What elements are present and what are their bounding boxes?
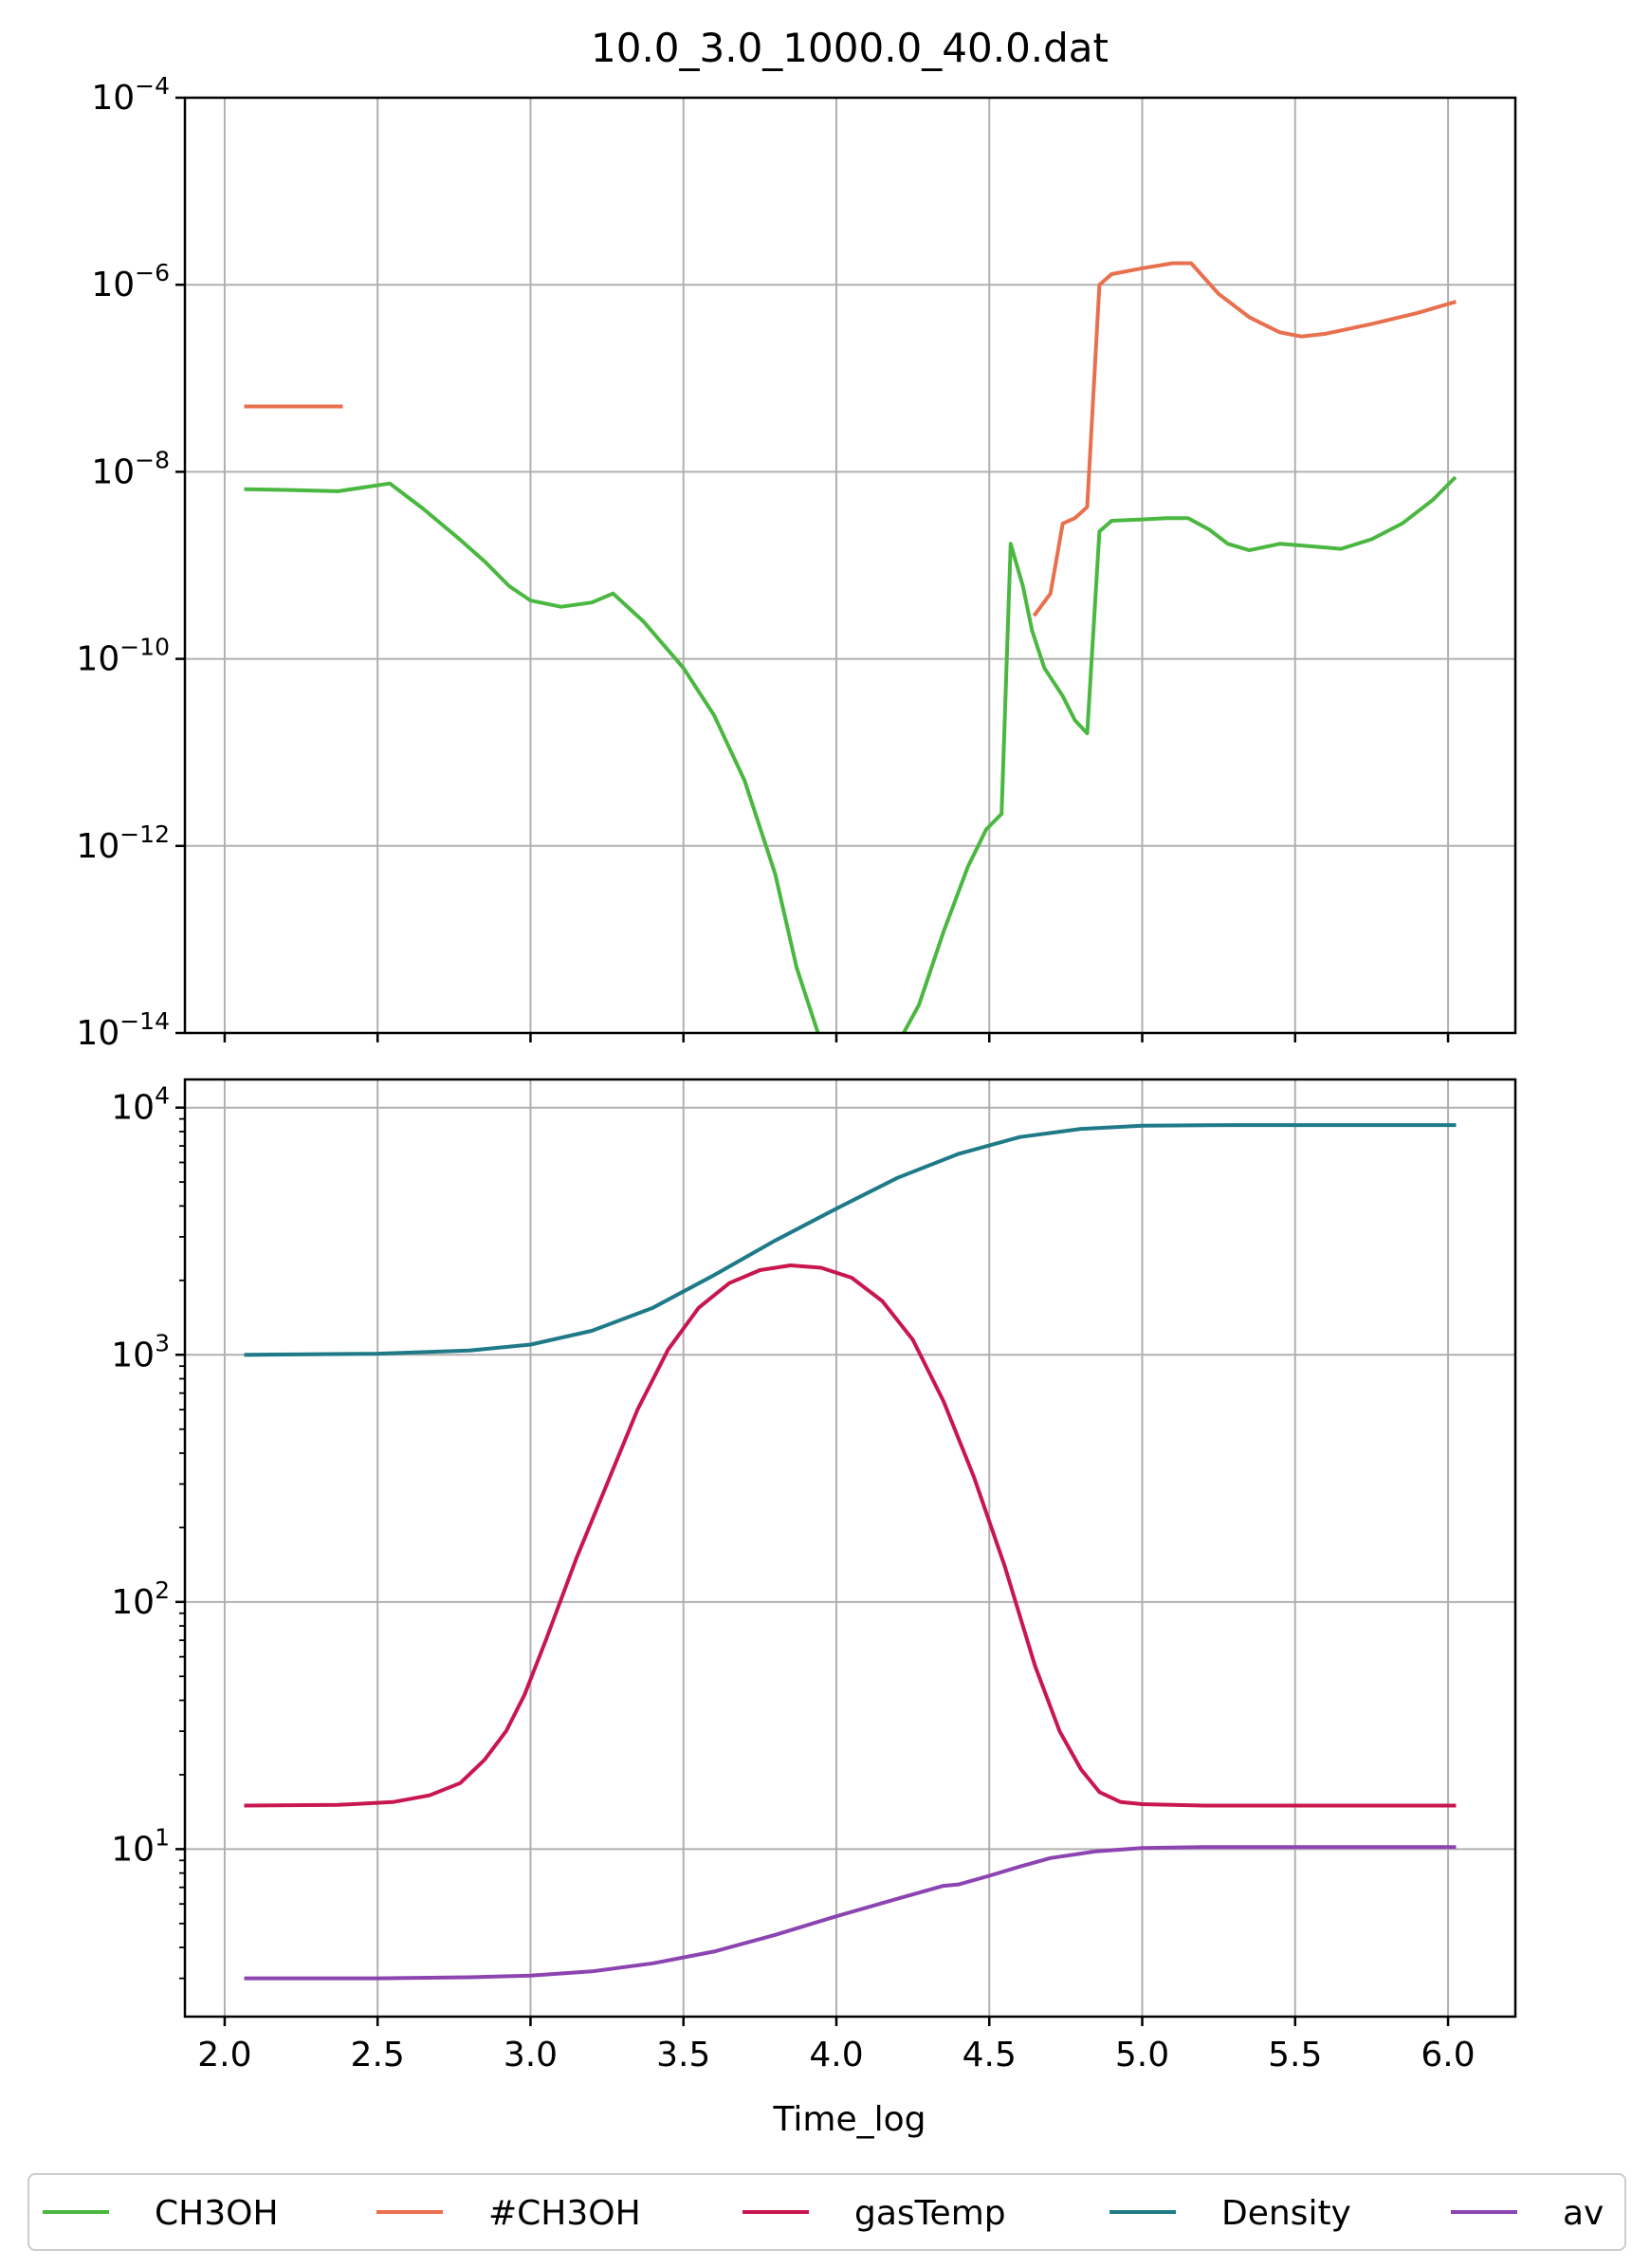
x-axis-label: Time_log	[773, 2100, 926, 2139]
y-tick-base: 10	[76, 640, 119, 679]
x-tick-label: 4.0	[809, 2036, 863, 2074]
chart-title: 10.0_3.0_1000.0_40.0.dat	[591, 25, 1109, 71]
y-tick-exponent: −4	[135, 72, 170, 100]
legend-item: #CH3OH	[376, 2194, 641, 2233]
x-tick-label: 3.5	[656, 2036, 710, 2074]
series-line-ch3oh	[244, 481, 820, 1033]
y-tick-base: 10	[91, 452, 135, 491]
y-tick-exponent: −8	[135, 446, 170, 473]
bottom-panel-frame	[183, 1078, 1517, 2019]
legend-label: gasTemp	[854, 2194, 1006, 2233]
y-tick-label: 10−8	[91, 446, 170, 491]
legend-item: CH3OH	[43, 2194, 279, 2233]
legend-label: av	[1563, 2194, 1604, 2233]
legend: CH3OH #CH3OH gasTemp Density av	[28, 2173, 1626, 2251]
y-tick-base: 10	[111, 1089, 155, 1128]
x-tick-label: 5.0	[1115, 2036, 1169, 2074]
y-tick-label: 101	[111, 1823, 170, 1869]
legend-label: CH3OH	[155, 2194, 279, 2233]
y-tick-label: 103	[111, 1329, 170, 1374]
series-line-av	[244, 1845, 1457, 1981]
y-tick-exponent: 4	[155, 1082, 170, 1110]
top-panel-series	[244, 261, 1458, 1033]
y-tick-label: 102	[111, 1577, 170, 1622]
y-tick-base: 10	[111, 1830, 155, 1869]
series-line-density	[244, 1123, 1457, 1357]
x-tick-label: 4.5	[962, 2036, 1017, 2074]
y-tick-label: 10−12	[76, 821, 170, 866]
y-tick-exponent: 3	[155, 1329, 170, 1356]
bottom-panel-series	[244, 1123, 1457, 1981]
series-line-ch3oh	[901, 475, 1458, 1033]
top-panel-grid	[185, 97, 1515, 1034]
x-tick-label: 2.0	[197, 2036, 251, 2074]
legend-item: Density	[1109, 2194, 1351, 2233]
y-tick-exponent: −10	[119, 634, 170, 661]
top-panel-frame	[183, 96, 1517, 1035]
y-tick-base: 10	[111, 1336, 155, 1374]
x-tick-label: 5.5	[1268, 2036, 1322, 2074]
legend-frame	[28, 2173, 1626, 2251]
y-tick-exponent: 1	[155, 1823, 170, 1851]
x-tick-label: 3.0	[504, 2036, 558, 2074]
y-tick-exponent: −14	[119, 1007, 170, 1035]
y-tick-exponent: −6	[135, 259, 170, 286]
series-line-gastemp	[244, 1263, 1457, 1808]
y-tick-base: 10	[76, 1014, 119, 1053]
bottom-panel-grid	[185, 1079, 1515, 2017]
legend-items: CH3OH #CH3OH gasTemp Density av	[43, 2194, 1604, 2233]
y-tick-base: 10	[76, 827, 119, 866]
legend-label: #CH3OH	[488, 2194, 641, 2233]
x-tick-label: 2.5	[351, 2036, 405, 2074]
legend-item: gasTemp	[742, 2194, 1006, 2233]
y-tick-base: 10	[111, 1583, 155, 1622]
legend-item: av	[1451, 2194, 1604, 2233]
y-tick-exponent: 2	[155, 1577, 170, 1604]
y-tick-label: 10−6	[91, 259, 170, 304]
series-line-ice-ch3oh	[1032, 261, 1457, 618]
y-tick-base: 10	[91, 266, 135, 304]
y-tick-base: 10	[91, 79, 135, 118]
y-tick-exponent: −12	[119, 821, 170, 848]
y-tick-label: 104	[111, 1082, 170, 1128]
y-tick-label: 10−10	[76, 634, 170, 679]
legend-label: Density	[1221, 2194, 1351, 2233]
y-tick-label: 10−4	[91, 72, 170, 118]
y-tick-label: 10−14	[76, 1007, 170, 1053]
x-tick-label: 6.0	[1421, 2036, 1475, 2074]
